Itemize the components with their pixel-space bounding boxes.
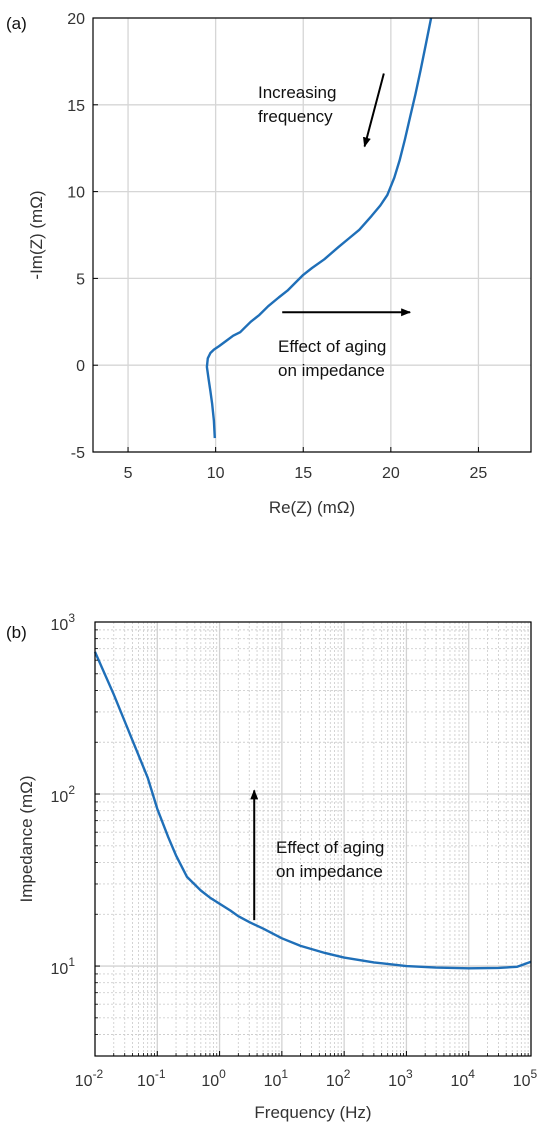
- panel-a-label: (a): [6, 14, 27, 33]
- panel-a-x-tick-label: 25: [470, 465, 488, 482]
- panel-a-annotation-arrow: [362, 73, 385, 148]
- panel-b-series-line: [93, 651, 532, 970]
- panel-b-x-tick-label: 102: [326, 1067, 351, 1090]
- tick-base: 10: [201, 1073, 219, 1090]
- panel-b-y-tick-label: 101: [51, 955, 76, 978]
- tick-exponent: 0: [219, 1067, 226, 1081]
- tick-exponent: 1: [281, 1067, 288, 1081]
- tick-base: 10: [513, 1073, 531, 1090]
- panel-b-y-tick-label: 102: [51, 783, 76, 806]
- panel-a-y-tick-label: 15: [67, 98, 85, 115]
- tick-base: 10: [137, 1073, 155, 1090]
- tick-exponent: 3: [406, 1067, 413, 1081]
- panel-a-x-tick-label: 15: [294, 465, 312, 482]
- panel-a-annotations: Increasing frequency Effect of aging on imp…: [258, 73, 412, 380]
- panel-a-x-tick-label: 5: [124, 465, 133, 482]
- panel-b-annotation-text: on impedance: [276, 862, 383, 881]
- panel-a-series-line: [205, 17, 433, 439]
- tick-exponent: -1: [155, 1067, 166, 1081]
- panel-a-series: [205, 17, 433, 439]
- panel-a-annotation-text: frequency: [258, 107, 333, 126]
- panel-b-x-tick-label: 101: [264, 1067, 289, 1090]
- tick-base: 10: [51, 961, 69, 978]
- panel-a-y-tick-label: 20: [67, 11, 85, 28]
- panel-a-annotation-text: Increasing: [258, 83, 336, 102]
- panel-a-y-axis-label: -Im(Z) (mΩ): [27, 190, 46, 279]
- panel-b-annotations: Effect of aging on impedance: [250, 789, 384, 921]
- panel-b-x-axis-label: Frequency (Hz): [254, 1103, 371, 1122]
- panel-a-annotation-text: Effect of aging: [278, 337, 386, 356]
- tick-exponent: 2: [344, 1067, 351, 1081]
- panel-a-x-axis-label: Re(Z) (mΩ): [269, 498, 355, 517]
- panel-a-plot-frame: [92, 17, 532, 453]
- panel-b-series: [93, 651, 532, 970]
- panel-a-x-tick-label: 20: [382, 465, 400, 482]
- panel-b-x-tick-label: 10-2: [75, 1067, 104, 1090]
- panel-a-y-tick-label: -5: [71, 445, 85, 462]
- tick-exponent: 3: [68, 611, 75, 625]
- tick-base: 10: [388, 1073, 406, 1090]
- tick-exponent: 2: [68, 783, 75, 797]
- panel-b-y-axis-label: Impedance (mΩ): [17, 775, 36, 902]
- panel-a-x-tick-label: 10: [207, 465, 225, 482]
- tick-base: 10: [75, 1073, 93, 1090]
- panel-b-label: (b): [6, 623, 27, 642]
- panel-a-y-tick-label: 0: [76, 358, 85, 375]
- tick-base: 10: [326, 1073, 344, 1090]
- panel-b-x-tick-label: 100: [201, 1067, 226, 1090]
- tick-base: 10: [51, 789, 69, 806]
- panel-b-annotation-text: Effect of aging: [276, 838, 384, 857]
- tick-exponent: -2: [93, 1067, 104, 1081]
- tick-exponent: 5: [531, 1067, 538, 1081]
- panel-b-x-tick-label: 103: [388, 1067, 413, 1090]
- panel-b-x-tick-label: 105: [513, 1067, 538, 1090]
- panel-b-x-tick-label: 10-1: [137, 1067, 166, 1090]
- panel-b-plot-frame: [94, 621, 532, 1057]
- panel-b-x-tick-label: 104: [450, 1067, 475, 1090]
- tick-exponent: 1: [68, 955, 75, 969]
- panel-a-annotation-text: on impedance: [278, 361, 385, 380]
- panel-a-y-tick-label: 10: [67, 185, 85, 202]
- panel-a-ticks: 5 10 15 20 25 -5 0 5 10 15 20: [67, 11, 487, 482]
- panel-a-y-tick-label: 5: [76, 271, 85, 288]
- tick-base: 10: [450, 1073, 468, 1090]
- tick-exponent: 4: [468, 1067, 475, 1081]
- tick-base: 10: [51, 617, 69, 634]
- tick-base: 10: [264, 1073, 282, 1090]
- panel-a: (a) Increasing frequency Effect of aging on…: [6, 11, 532, 517]
- panel-b-y-tick-label: 103: [51, 611, 76, 634]
